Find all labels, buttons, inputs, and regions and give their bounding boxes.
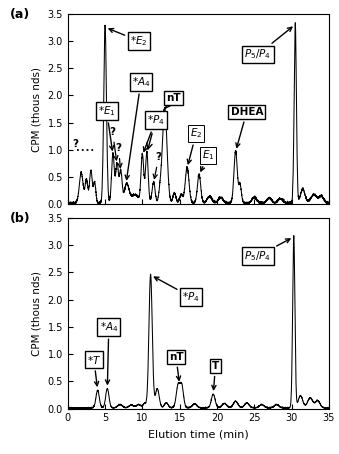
Text: $E_1$: $E_1$ [201, 148, 214, 171]
Text: $P_5/P_4$: $P_5/P_4$ [244, 239, 290, 263]
Text: $*P_4$: $*P_4$ [154, 277, 200, 304]
Text: $*E_2$: $*E_2$ [109, 29, 147, 48]
Y-axis label: CPM (thous nds): CPM (thous nds) [32, 67, 42, 152]
Text: DHEA: DHEA [231, 107, 263, 148]
Text: ?: ? [116, 143, 122, 168]
Text: $*A_4$: $*A_4$ [100, 320, 118, 384]
Text: nT: nT [168, 352, 183, 380]
Text: $*P_4$: $*P_4$ [143, 113, 165, 151]
Text: (a): (a) [11, 8, 31, 21]
Text: $*T$: $*T$ [87, 354, 101, 386]
Text: nT: nT [165, 93, 181, 108]
Text: $E_2$: $E_2$ [187, 127, 202, 164]
Text: ?: ? [72, 138, 78, 148]
X-axis label: Elution time (min): Elution time (min) [148, 429, 249, 439]
Text: (b): (b) [11, 212, 31, 225]
Y-axis label: CPM (thous nds): CPM (thous nds) [32, 271, 42, 355]
Text: $*A_4$: $*A_4$ [125, 75, 150, 179]
Text: $*E_1$: $*E_1$ [98, 104, 116, 150]
Text: ?: ? [153, 152, 162, 178]
Text: ?: ? [109, 127, 118, 160]
Text: T: T [212, 361, 219, 390]
Text: $P_5/P_4$: $P_5/P_4$ [244, 27, 292, 61]
